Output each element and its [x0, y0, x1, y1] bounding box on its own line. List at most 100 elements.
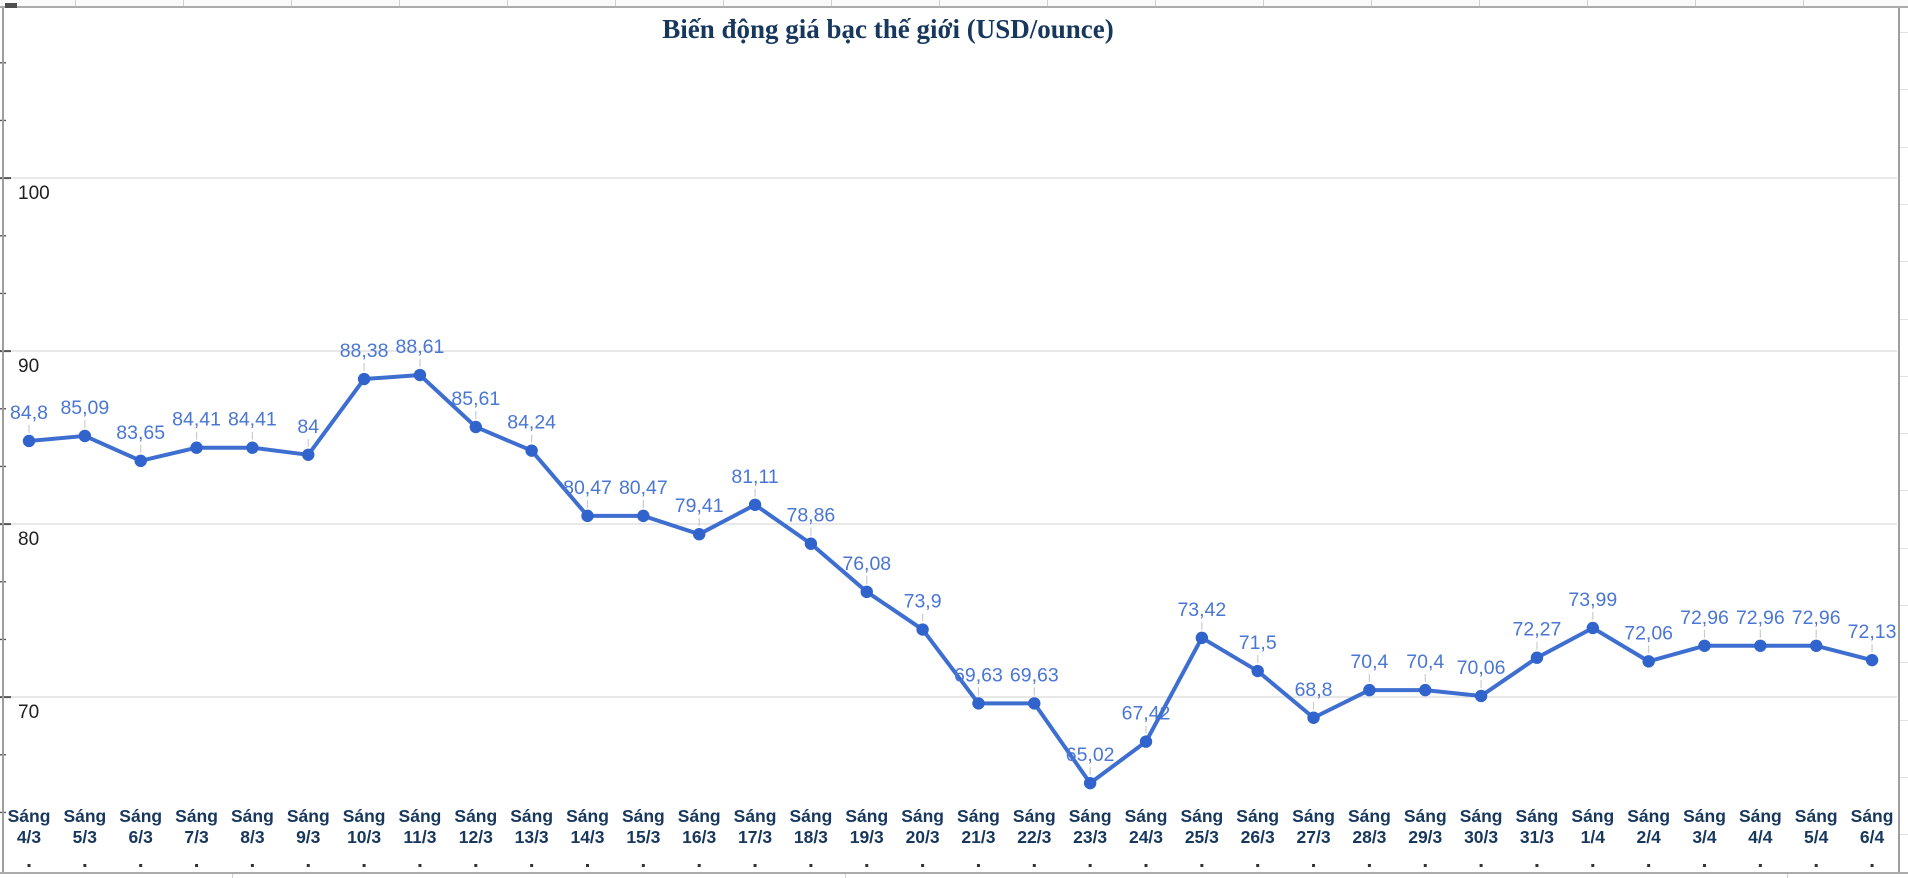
x-axis-tick-dot	[865, 864, 869, 867]
data-label: 67,42	[1122, 703, 1171, 725]
x-axis-label: Sáng 4/4	[1739, 806, 1782, 847]
x-axis-label: Sáng 26/3	[1236, 806, 1279, 847]
data-point[interactable]	[581, 509, 594, 523]
data-point[interactable]	[78, 429, 92, 443]
data-point[interactable]	[1474, 689, 1488, 703]
x-axis-tick-dot	[1479, 864, 1483, 867]
x-axis-label: Sáng 9/3	[287, 806, 330, 847]
x-axis-label: Sáng 13/3	[510, 806, 553, 847]
sheet-column-line	[1371, 0, 1372, 6]
sheet-column-line	[399, 0, 400, 6]
data-point[interactable]	[1754, 639, 1767, 652]
x-axis-tick-dot	[83, 864, 87, 867]
y-axis-label: 100	[18, 183, 50, 204]
data-point[interactable]	[469, 420, 482, 434]
x-axis-label: Sáng 28/3	[1348, 806, 1391, 847]
sheet-column-line	[1787, 874, 1788, 878]
data-point[interactable]	[748, 498, 762, 511]
data-point[interactable]	[1139, 735, 1153, 748]
x-axis-label: Sáng 14/3	[566, 806, 609, 847]
data-point[interactable]	[860, 585, 873, 599]
x-axis-tick-dot	[1814, 864, 1818, 867]
data-label: 65,02	[1066, 744, 1115, 766]
x-axis-tick-dot	[697, 864, 701, 867]
data-label: 80,47	[619, 477, 668, 499]
data-point[interactable]	[804, 537, 818, 550]
x-axis-label: Sáng 31/3	[1516, 806, 1559, 847]
sheet-column-line	[1263, 0, 1264, 6]
sheet-selection-handle[interactable]	[5, 3, 17, 8]
sheet-row-line	[1900, 662, 1908, 664]
sheet-row-line	[1900, 605, 1908, 606]
x-axis-tick-dot	[809, 864, 813, 867]
data-label: 85,09	[60, 397, 109, 419]
sheet-row-line	[1900, 32, 1908, 33]
x-axis-label: Sáng 25/3	[1180, 806, 1223, 847]
data-label: 80,47	[563, 477, 612, 499]
data-label: 84,24	[507, 412, 556, 434]
y-axis-label: 90	[18, 356, 39, 377]
data-point[interactable]	[134, 454, 147, 468]
x-axis-label: Sáng 10/3	[343, 806, 386, 847]
x-axis-tick-dot	[418, 864, 422, 867]
data-point[interactable]	[637, 509, 650, 523]
x-axis-label: Sáng 19/3	[845, 806, 888, 847]
sheet-column-line	[183, 0, 184, 6]
data-point[interactable]	[1530, 651, 1544, 664]
sheet-row-line	[1900, 318, 1908, 320]
sheet-column-line	[845, 874, 846, 878]
x-axis-label: Sáng 4/3	[8, 806, 51, 847]
data-point[interactable]	[190, 441, 203, 454]
data-point[interactable]	[1419, 683, 1432, 697]
x-axis-label: Sáng 17/3	[734, 806, 777, 847]
x-axis-tick-dot	[139, 864, 143, 867]
data-point[interactable]	[1586, 621, 1600, 635]
data-point[interactable]	[1698, 639, 1711, 652]
data-point[interactable]	[1251, 664, 1264, 678]
x-axis-tick-dot	[1200, 864, 1204, 867]
sheet-row-line	[1900, 433, 1908, 435]
x-axis-tick-dot	[1758, 864, 1762, 867]
x-axis-label: Sáng 6/4	[1851, 806, 1894, 847]
data-point[interactable]	[1307, 711, 1320, 724]
x-axis-tick-dot	[1647, 864, 1651, 867]
data-point[interactable]	[972, 697, 985, 710]
data-point[interactable]	[525, 444, 538, 457]
data-point[interactable]	[916, 623, 929, 636]
chart-right-border	[1898, 8, 1900, 874]
data-point[interactable]	[246, 441, 259, 454]
data-point[interactable]	[1083, 776, 1097, 790]
sheet-row-line	[1900, 547, 1908, 549]
data-point[interactable]	[302, 448, 315, 461]
data-label: 85,61	[451, 388, 500, 410]
data-label: 84	[297, 416, 319, 438]
data-label: 88,61	[396, 336, 445, 358]
data-point[interactable]	[1865, 653, 1879, 667]
sheet-row-border	[0, 6, 1908, 8]
x-axis-tick-dot	[1591, 864, 1595, 867]
data-point[interactable]	[1642, 655, 1655, 668]
x-axis-tick-dot	[753, 864, 757, 867]
data-point[interactable]	[693, 528, 706, 541]
x-axis-label: Sáng 12/3	[454, 806, 497, 847]
data-point[interactable]	[1810, 639, 1823, 652]
sheet-column-line	[1479, 0, 1480, 6]
x-axis-label: Sáng 5/3	[63, 806, 106, 847]
x-axis-label: Sáng 24/3	[1125, 806, 1168, 847]
data-point[interactable]	[357, 372, 371, 386]
data-label: 70,06	[1457, 657, 1506, 679]
data-point[interactable]	[1028, 697, 1041, 710]
data-point[interactable]	[22, 434, 36, 448]
x-axis-tick-dot	[1032, 864, 1036, 867]
data-point[interactable]	[1195, 631, 1209, 645]
chart-title: Biến động giá bạc thế giới (USD/ounce)	[662, 14, 1114, 44]
data-label: 76,08	[842, 553, 891, 575]
sheet-column-line	[1047, 0, 1048, 6]
x-axis-label: Sáng 16/3	[678, 806, 721, 847]
x-axis-label: Sáng 7/3	[175, 806, 218, 847]
data-point[interactable]	[413, 368, 427, 382]
data-point[interactable]	[1363, 683, 1376, 697]
x-axis-tick-dot	[1088, 864, 1092, 867]
x-axis-tick-dot	[976, 864, 980, 867]
